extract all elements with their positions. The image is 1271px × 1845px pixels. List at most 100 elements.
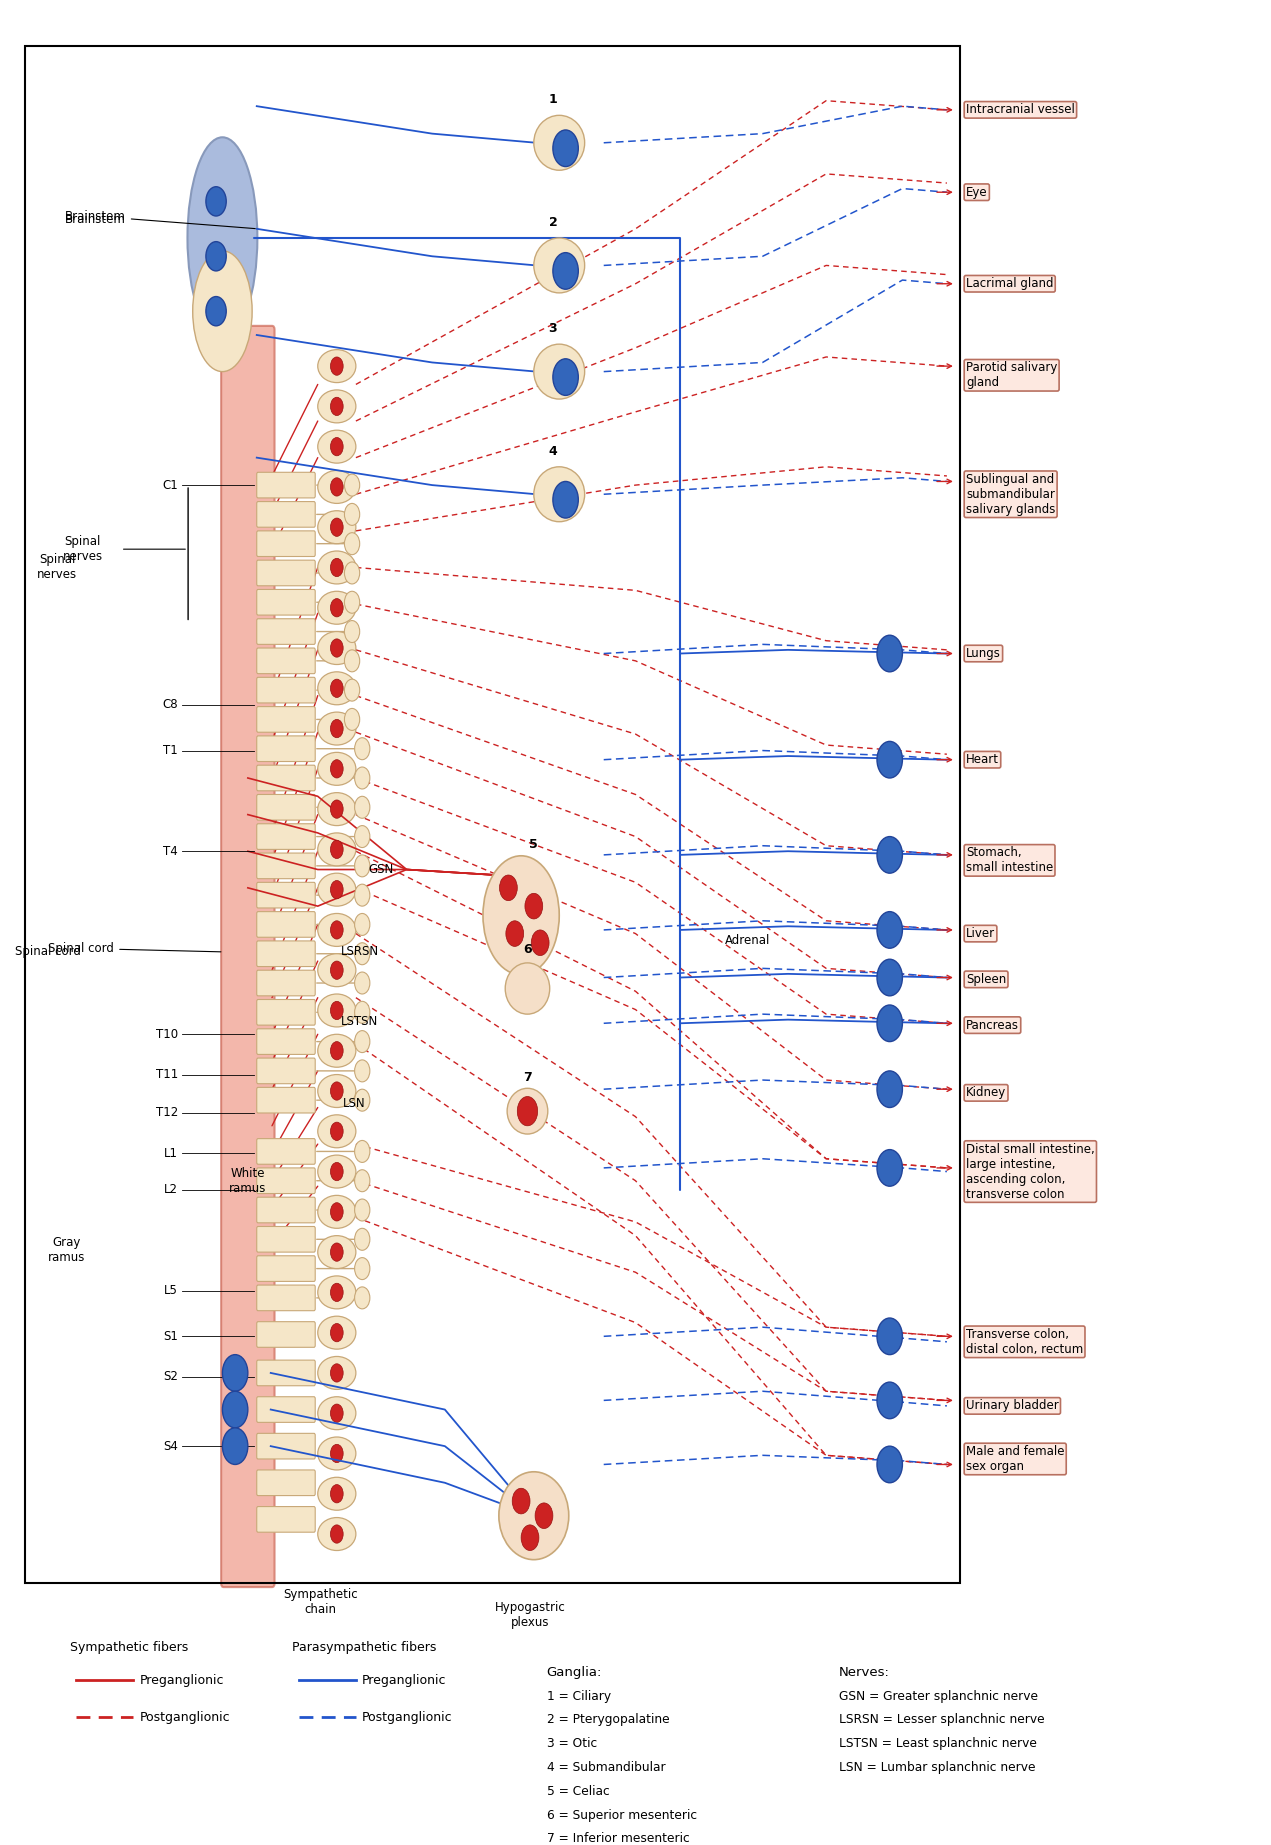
Text: Intracranial vessel: Intracranial vessel	[966, 103, 1075, 116]
Circle shape	[330, 356, 343, 375]
FancyBboxPatch shape	[257, 823, 315, 849]
Circle shape	[330, 638, 343, 657]
Text: 7: 7	[524, 1070, 531, 1083]
Circle shape	[330, 801, 343, 819]
Ellipse shape	[318, 1035, 356, 1066]
Text: Sympathetic fibers: Sympathetic fibers	[70, 1640, 188, 1653]
Circle shape	[877, 836, 902, 873]
Circle shape	[222, 1354, 248, 1391]
Circle shape	[355, 913, 370, 935]
Text: Postganglionic: Postganglionic	[362, 1710, 452, 1723]
Ellipse shape	[483, 856, 559, 974]
Ellipse shape	[505, 963, 549, 1015]
Circle shape	[355, 768, 370, 790]
Circle shape	[206, 186, 226, 216]
Text: S1: S1	[163, 1330, 178, 1343]
FancyBboxPatch shape	[257, 1168, 315, 1194]
Text: T12: T12	[155, 1107, 178, 1120]
Ellipse shape	[318, 753, 356, 786]
Circle shape	[344, 474, 360, 496]
Circle shape	[355, 825, 370, 847]
Circle shape	[330, 518, 343, 537]
Text: 4 = Submandibular: 4 = Submandibular	[547, 1760, 665, 1775]
FancyBboxPatch shape	[257, 502, 315, 528]
Circle shape	[553, 482, 578, 518]
Text: Brainstem: Brainstem	[65, 210, 255, 229]
Text: Pancreas: Pancreas	[966, 1018, 1019, 1031]
Circle shape	[344, 649, 360, 672]
Ellipse shape	[318, 389, 356, 423]
Circle shape	[330, 397, 343, 415]
Circle shape	[330, 1323, 343, 1341]
Text: T11: T11	[155, 1068, 178, 1081]
Text: 2: 2	[549, 216, 557, 229]
Circle shape	[877, 1006, 902, 1042]
Text: C8: C8	[163, 697, 178, 712]
Text: T4: T4	[163, 845, 178, 858]
FancyBboxPatch shape	[257, 1507, 315, 1531]
Circle shape	[877, 1382, 902, 1419]
Circle shape	[330, 720, 343, 738]
Ellipse shape	[534, 238, 585, 293]
Ellipse shape	[534, 116, 585, 170]
Circle shape	[330, 760, 343, 779]
Circle shape	[355, 738, 370, 760]
Ellipse shape	[498, 1472, 568, 1559]
Circle shape	[330, 880, 343, 899]
Text: Ganglia:: Ganglia:	[547, 1666, 602, 1679]
FancyBboxPatch shape	[257, 1256, 315, 1282]
FancyBboxPatch shape	[257, 970, 315, 996]
FancyBboxPatch shape	[257, 677, 315, 703]
Ellipse shape	[187, 137, 257, 339]
Text: 1 = Ciliary: 1 = Ciliary	[547, 1690, 610, 1703]
Circle shape	[553, 358, 578, 395]
Ellipse shape	[318, 430, 356, 463]
Text: L5: L5	[164, 1284, 178, 1297]
FancyBboxPatch shape	[257, 1470, 315, 1496]
FancyBboxPatch shape	[257, 1286, 315, 1310]
Text: Brainstem: Brainstem	[65, 214, 126, 227]
Circle shape	[330, 1162, 343, 1181]
Circle shape	[330, 598, 343, 616]
Circle shape	[355, 1258, 370, 1280]
Ellipse shape	[318, 1518, 356, 1550]
Circle shape	[222, 1428, 248, 1465]
Ellipse shape	[318, 1437, 356, 1470]
Text: Hypogastric
plexus: Hypogastric plexus	[494, 1601, 566, 1629]
Circle shape	[330, 1244, 343, 1262]
FancyBboxPatch shape	[257, 1030, 315, 1053]
FancyBboxPatch shape	[257, 531, 315, 557]
Text: Kidney: Kidney	[966, 1087, 1007, 1100]
Circle shape	[206, 297, 226, 327]
Ellipse shape	[318, 552, 356, 585]
Circle shape	[330, 921, 343, 939]
Ellipse shape	[318, 712, 356, 745]
Ellipse shape	[318, 672, 356, 705]
Ellipse shape	[318, 994, 356, 1028]
FancyBboxPatch shape	[257, 648, 315, 673]
Circle shape	[330, 1485, 343, 1504]
Text: 3: 3	[549, 323, 557, 336]
Text: LSTSN: LSTSN	[341, 1015, 379, 1028]
Text: L2: L2	[164, 1183, 178, 1196]
Text: 5 = Celiac: 5 = Celiac	[547, 1784, 609, 1797]
Ellipse shape	[507, 1089, 548, 1135]
Circle shape	[355, 1031, 370, 1053]
Circle shape	[330, 1081, 343, 1100]
Text: Spleen: Spleen	[966, 972, 1007, 985]
Circle shape	[330, 1284, 343, 1301]
Ellipse shape	[318, 511, 356, 544]
Circle shape	[330, 559, 343, 577]
FancyBboxPatch shape	[257, 1321, 315, 1347]
Text: Spinal
nerves: Spinal nerves	[37, 554, 78, 581]
FancyBboxPatch shape	[257, 1197, 315, 1223]
Text: LSTSN = Least splanchnic nerve: LSTSN = Least splanchnic nerve	[839, 1738, 1037, 1751]
Text: Stomach,
small intestine: Stomach, small intestine	[966, 847, 1054, 875]
Circle shape	[355, 1170, 370, 1192]
Circle shape	[206, 242, 226, 271]
Ellipse shape	[318, 793, 356, 825]
FancyBboxPatch shape	[257, 707, 315, 732]
Circle shape	[517, 1096, 538, 1125]
FancyBboxPatch shape	[257, 1360, 315, 1386]
Text: White
ramus: White ramus	[229, 1166, 267, 1196]
